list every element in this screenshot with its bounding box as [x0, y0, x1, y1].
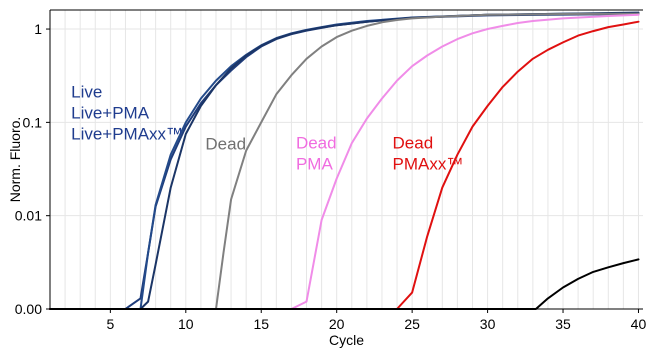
annotation-layer: Live Live+PMA Live+PMAxx™ Dead Dead PMA Dead PM… — [71, 82, 463, 173]
annotation-label-1: Live Live+PMA Live+PMAxx™ — [71, 82, 183, 143]
annotation-label-3: Dead PMA — [296, 133, 337, 173]
x-tick-label: 35 — [555, 316, 571, 332]
x-tick-label: 25 — [404, 316, 420, 332]
x-axis-label: Cycle — [329, 332, 364, 348]
annotation-label-2: Dead — [205, 135, 246, 154]
x-tick-label: 15 — [253, 316, 269, 332]
annotation-line: Dead — [296, 133, 337, 152]
series-layer — [49, 11, 640, 310]
annotation-line: Live — [71, 82, 102, 101]
annotation-label-4: Dead PMAxx™ — [393, 133, 464, 173]
series-line-6 — [49, 20, 640, 310]
x-tick-label: 40 — [631, 316, 646, 332]
annotation-line: Dead — [393, 133, 434, 152]
annotation-line: Live+PMAxx™ — [71, 124, 183, 143]
annotation-line: PMA — [296, 154, 334, 173]
series-line-7 — [49, 258, 640, 310]
series-line-4 — [49, 12, 640, 310]
y-tick-label: 1 — [34, 21, 42, 37]
y-tick-label: 0.00 — [15, 301, 42, 317]
y-axis-label: Norm. Fluoro. — [7, 117, 23, 203]
grid-layer — [50, 10, 643, 310]
annotation-line: Live+PMA — [71, 103, 150, 122]
x-tick-label: 20 — [329, 316, 345, 332]
annotation-line: Dead — [205, 135, 246, 154]
x-tick-label: 30 — [480, 316, 496, 332]
x-tick-label: 10 — [178, 316, 194, 332]
y-tick-label: 0.01 — [15, 208, 42, 224]
x-tick-label: 5 — [106, 316, 114, 332]
series-line-5 — [49, 13, 640, 310]
y-tick-label: 0.1 — [23, 114, 43, 130]
axis-layer: 5 10 15 20 25 30 35 40 0.00 0.01 0.1 1 Cycle Norm. Fl… — [7, 9, 646, 348]
annotation-line: PMAxx™ — [393, 154, 464, 173]
